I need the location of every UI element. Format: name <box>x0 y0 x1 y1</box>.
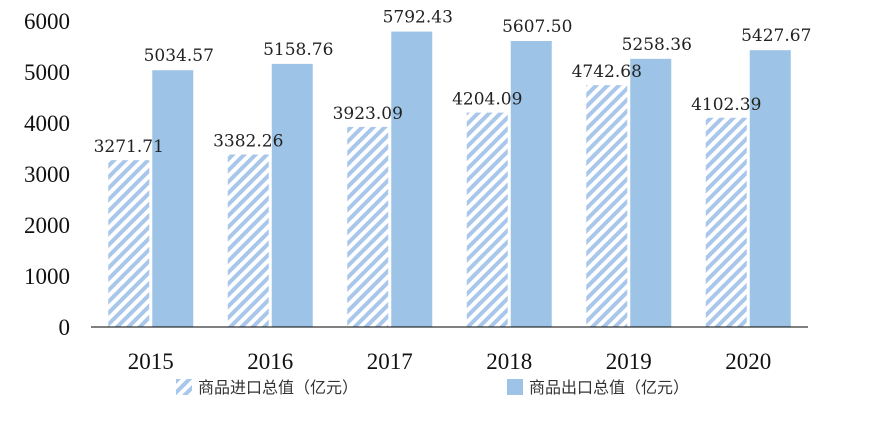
data-label-export: 5034.57 <box>144 46 214 66</box>
bars-group <box>108 31 791 328</box>
bar-export-2015 <box>152 70 194 327</box>
data-label-export: 5258.36 <box>622 35 692 55</box>
y-tick-label: 2000 <box>24 213 70 238</box>
bar-export-2016 <box>271 63 313 328</box>
y-tick-label: 4000 <box>24 111 70 136</box>
x-tick-label: 2017 <box>367 349 413 374</box>
legend-label-export: 商品出口总值（亿元） <box>529 378 689 397</box>
x-tick-label: 2019 <box>606 349 652 374</box>
bar-export-2020 <box>749 50 791 327</box>
x-axis: 2015 2016 2017 2018 2019 2020 <box>128 349 772 374</box>
bar-export-2018 <box>510 41 552 328</box>
x-tick-label: 2018 <box>486 349 532 374</box>
bar-export-2019 <box>630 58 672 327</box>
legend-swatch-export <box>507 379 523 395</box>
bar-import-2015 <box>108 160 150 327</box>
legend-label-import: 商品进口总值（亿元） <box>198 378 358 397</box>
data-label-export: 5607.50 <box>502 17 572 37</box>
data-label-import: 4204.09 <box>452 90 522 110</box>
y-tick-label: 0 <box>59 315 71 340</box>
y-tick-label: 1000 <box>24 264 70 289</box>
x-tick-label: 2015 <box>128 349 174 374</box>
legend: 商品进口总值（亿元） 商品出口总值（亿元） <box>176 378 689 397</box>
data-label-import: 3923.09 <box>333 104 403 124</box>
y-tick-label: 6000 <box>24 9 70 34</box>
bar-import-2017 <box>347 126 389 327</box>
legend-swatch-import <box>176 379 192 395</box>
data-label-export: 5792.43 <box>383 8 453 28</box>
bar-import-2020 <box>705 117 747 327</box>
data-label-import: 4742.68 <box>572 62 642 82</box>
y-axis: 0 1000 2000 3000 4000 5000 6000 <box>24 9 70 340</box>
data-label-import: 3382.26 <box>213 132 283 152</box>
bar-import-2019 <box>586 85 628 327</box>
data-label-export: 5427.67 <box>741 26 811 46</box>
y-tick-label: 3000 <box>24 162 70 187</box>
bar-export-2017 <box>391 31 433 328</box>
data-label-import: 4102.39 <box>691 95 761 115</box>
x-tick-label: 2020 <box>725 349 771 374</box>
data-label-export: 5158.76 <box>263 40 333 60</box>
bar-import-2016 <box>227 154 269 327</box>
bar-import-2018 <box>466 112 508 328</box>
data-label-import: 3271.71 <box>94 137 164 157</box>
x-tick-label: 2016 <box>247 349 293 374</box>
y-tick-label: 5000 <box>24 60 70 85</box>
data-labels-group: 3271.71 5034.57 3382.26 5158.76 3923.09 5792.… <box>94 8 812 158</box>
